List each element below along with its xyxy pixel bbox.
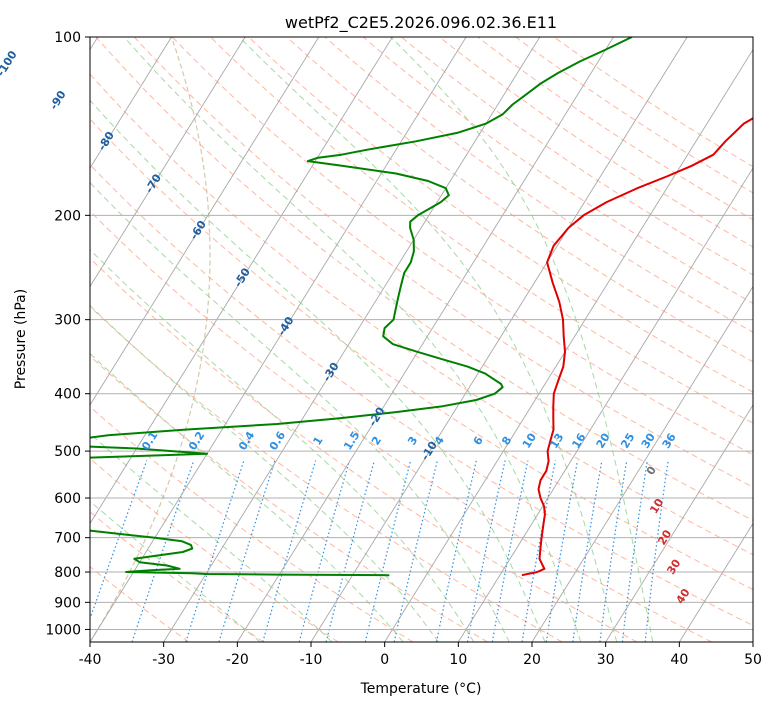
y-tick-label: 500 <box>54 444 81 460</box>
mixing-ratio-line <box>621 460 648 642</box>
mixing-ratio-line <box>491 460 529 642</box>
mixing-ratio-line <box>325 460 375 642</box>
dry-adiabat-line <box>90 405 414 642</box>
dry-adiabat-line <box>248 37 753 393</box>
mixing-ratio-line <box>364 460 412 642</box>
x-tick-label: -40 <box>79 652 102 668</box>
mixing-ratio-line <box>435 460 477 642</box>
mixing-ratio-line <box>644 460 669 642</box>
mixing-ratio-line <box>466 460 506 642</box>
moist-adiabat-line <box>90 352 404 642</box>
mixing-ratio-line <box>545 460 579 642</box>
mixing-ratio-line <box>393 460 438 642</box>
mixing-ratio-line <box>521 460 556 642</box>
y-tick-label: 300 <box>54 313 81 329</box>
x-tick-label: 0 <box>380 652 389 668</box>
x-tick-label: -10 <box>300 652 323 668</box>
moist-adiabat-line <box>238 37 618 642</box>
reference-curve <box>90 37 211 642</box>
isotherm-line <box>90 37 467 642</box>
isotherm-line <box>90 37 320 406</box>
mixing-ratio-line <box>599 460 628 642</box>
mixing-ratio-line <box>262 460 317 642</box>
y-axis: 100 200 300 400 500 600 700 800 900 1000 <box>45 30 90 638</box>
x-tick-label: -30 <box>152 652 175 668</box>
dry-adiabat-line <box>90 118 753 591</box>
dry-adiabat-line <box>90 163 753 627</box>
moist-adiabat-line <box>90 248 475 642</box>
grid-lines <box>90 36 753 630</box>
chart-title: wetPf2_C2E5.2026.096.02.36.E11 <box>285 13 557 33</box>
moist-adiabat-line <box>123 37 582 642</box>
y-tick-label: 700 <box>54 531 81 547</box>
y-tick-label: 400 <box>54 387 81 403</box>
y-tick-label: 100 <box>54 30 81 46</box>
mixing-ratio-line <box>90 460 148 621</box>
dry-adiabat-line <box>286 37 753 363</box>
plot-frame <box>89 36 754 643</box>
y-tick-label: 800 <box>54 565 81 581</box>
dry-adiabat-line <box>90 73 753 556</box>
profile-line-1 <box>90 37 633 577</box>
dry-adiabat-line <box>95 37 753 521</box>
y-axis-label: Pressure (hPa) <box>13 289 29 389</box>
dry-adiabat-line <box>362 37 753 304</box>
dry-adiabat-line <box>90 210 712 642</box>
y-tick-label: 1000 <box>45 622 81 638</box>
y-tick-label: 200 <box>54 208 81 224</box>
profile-lines <box>90 37 753 577</box>
x-tick-label: 10 <box>449 652 467 668</box>
isotherm-line <box>236 37 614 642</box>
dry-adiabat-line <box>90 257 638 642</box>
isotherm-line <box>90 37 172 169</box>
moist-adiabat-line <box>90 99 546 642</box>
isotherm-line <box>90 37 393 525</box>
isotherm-line <box>163 37 541 642</box>
mixing-ratio-line <box>572 460 603 642</box>
profile-line-0 <box>521 117 753 577</box>
dry-adiabat-line <box>90 305 563 642</box>
moist-adiabat-line <box>390 37 654 642</box>
x-tick-label: -20 <box>226 652 249 668</box>
dry-adiabat-line <box>90 511 264 642</box>
x-axis: -40 -30 -20 -10 0 10 20 30 40 50 <box>79 642 762 668</box>
isotherm-line <box>678 522 753 642</box>
isotherm-line <box>310 37 688 642</box>
y-tick-label: 600 <box>54 491 81 507</box>
dry-adiabat-line <box>172 37 753 456</box>
y-tick-label: 900 <box>54 595 81 611</box>
isotherm-line <box>605 404 753 642</box>
x-tick-label: 20 <box>523 652 541 668</box>
isotherm-line <box>90 37 246 288</box>
background-lines <box>90 37 753 642</box>
x-axis-label: Temperature (°C) <box>360 681 482 697</box>
moist-adiabat-line <box>90 304 439 642</box>
x-tick-label: 50 <box>744 652 762 668</box>
mixing-ratio-line <box>298 460 351 642</box>
dry-adiabat-line <box>324 37 753 333</box>
isotherm-line <box>457 167 753 642</box>
moist-adiabat-line <box>90 432 333 642</box>
isotherm-line <box>531 285 753 642</box>
isotherm-line <box>384 48 753 642</box>
x-tick-label: 40 <box>670 652 688 668</box>
x-tick-label: 30 <box>597 652 615 668</box>
